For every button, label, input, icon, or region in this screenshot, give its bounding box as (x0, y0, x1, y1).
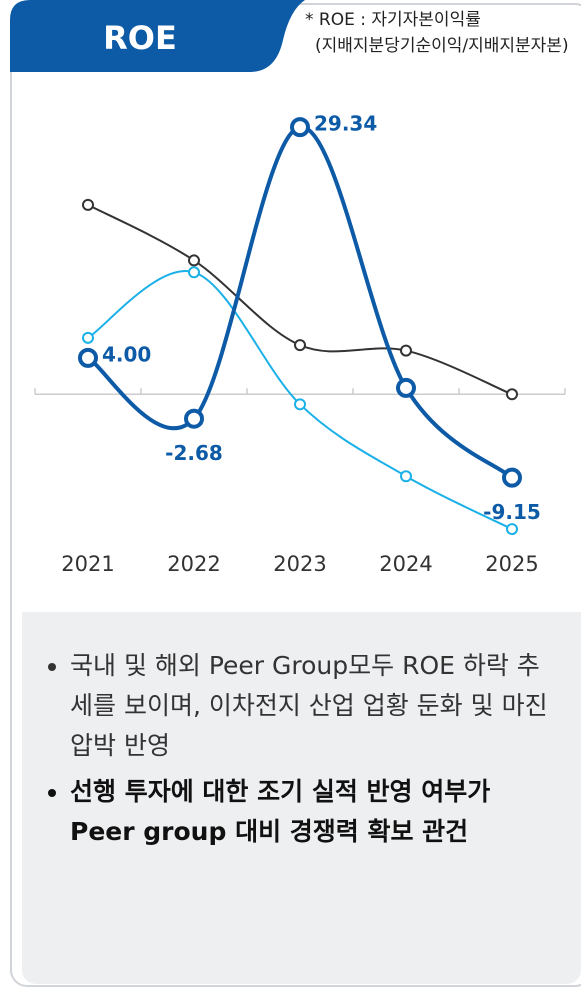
point (82, 198, 94, 211)
data-label: -9.15 (483, 500, 541, 524)
series-line (86, 125, 514, 480)
point (506, 523, 518, 536)
x-tick-label: 2023 (273, 552, 326, 576)
bullet-list: 국내 및 해외 Peer Group모두 ROE 하락 추세를 보이며, 이차전… (70, 646, 551, 852)
bullet: 선행 투자에 대한 조기 실적 반영 여부가 Peer group 대비 경쟁력… (70, 772, 551, 852)
point (396, 377, 416, 398)
point (294, 398, 306, 411)
header-title: ROE (103, 19, 177, 57)
x-tick-label: 2025 (485, 552, 538, 576)
notes-box: 국내 및 해외 Peer Group모두 ROE 하락 추세를 보이며, 이차전… (22, 612, 581, 984)
point (188, 266, 200, 279)
point (502, 467, 522, 488)
data-label: 29.34 (314, 112, 377, 136)
x-tick-label: 2022 (167, 552, 220, 576)
point (290, 117, 310, 138)
card-border (10, 3, 581, 987)
point (78, 347, 98, 368)
point (400, 344, 412, 357)
point (82, 331, 94, 344)
point (294, 339, 306, 352)
point (506, 388, 518, 401)
header-note: * ROE : 자기자본이익률 (305, 10, 481, 30)
data-label: -2.68 (165, 441, 223, 465)
point (184, 408, 204, 429)
point (400, 470, 412, 483)
x-tick-label: 2021 (61, 552, 114, 576)
header-tab (10, 0, 305, 72)
header-note-sub: (지배지분당기순이익/지배지분자본) (315, 36, 569, 56)
plot: 2021 2022 2023 2024 2025 4.00 -2.68 29.34 -9.15 (34, 112, 566, 576)
point (188, 254, 200, 267)
data-label: 4.00 (102, 342, 151, 366)
bullet: 국내 및 해외 Peer Group모두 ROE 하락 추세를 보이며, 이차전… (70, 646, 551, 766)
series-line (87, 203, 513, 396)
x-tick-label: 2024 (379, 552, 432, 576)
